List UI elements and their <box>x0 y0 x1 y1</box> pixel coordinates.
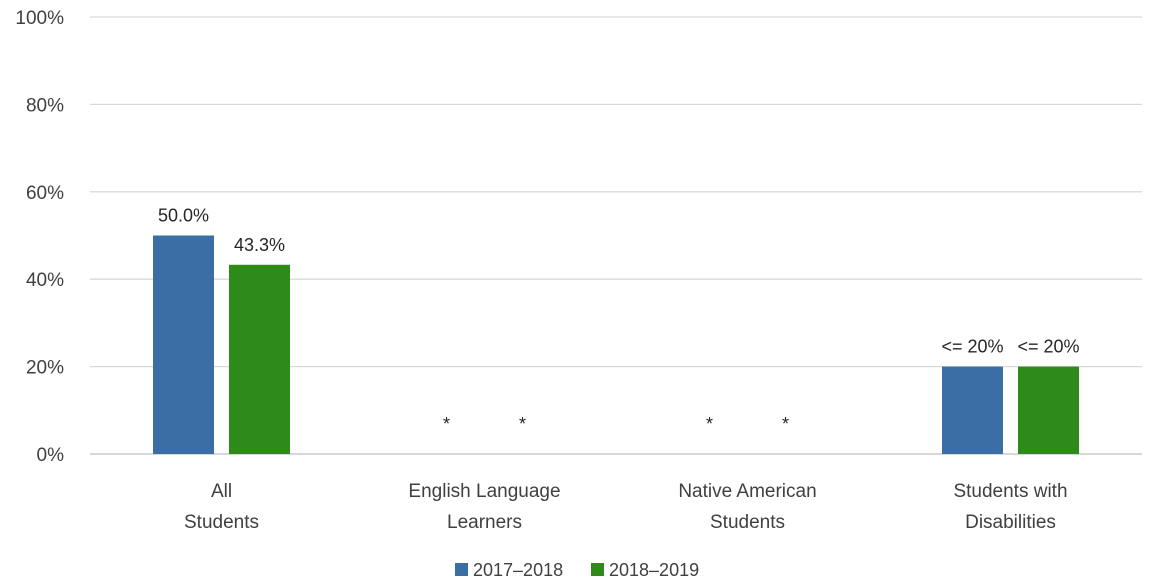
y-tick-label: 0% <box>37 445 65 466</box>
data-label: * <box>519 414 526 434</box>
legend: 2017–2018 2018–2019 <box>455 560 699 580</box>
data-label: 43.3% <box>234 235 285 255</box>
legend-label: 2017–2018 <box>473 560 563 580</box>
category-label: Learners <box>447 512 522 533</box>
y-axis: 0% 20% 40% 60% 80% 100% <box>15 8 64 466</box>
data-label: <= 20% <box>941 337 1003 357</box>
data-labels: 50.0% 43.3% * * * * <= 20% <= 20% <box>158 206 1080 435</box>
data-label: * <box>782 414 789 434</box>
y-tick-label: 80% <box>26 95 64 116</box>
data-label: * <box>443 414 450 434</box>
y-tick-label: 20% <box>26 358 64 379</box>
data-label: 50.0% <box>158 206 209 226</box>
category-label: Disabilities <box>965 512 1056 533</box>
bar <box>1018 366 1079 454</box>
category-label: English Language <box>408 481 560 502</box>
category-label: All <box>211 481 232 502</box>
data-label: <= 20% <box>1017 337 1079 357</box>
bar <box>942 366 1003 454</box>
legend-label: 2018–2019 <box>609 560 699 580</box>
category-label: Students <box>184 512 259 533</box>
category-label: Native American <box>678 481 816 502</box>
data-label: * <box>706 414 713 434</box>
bar <box>153 235 214 454</box>
category-label: Students with <box>953 481 1067 502</box>
legend-swatch <box>591 563 604 576</box>
x-axis: All Students English Language Learners Nativ… <box>184 481 1068 533</box>
category-label: Students <box>710 512 785 533</box>
bar <box>229 264 290 454</box>
y-tick-label: 60% <box>26 183 64 204</box>
y-tick-label: 100% <box>15 8 64 29</box>
legend-swatch <box>455 563 468 576</box>
y-tick-label: 40% <box>26 270 64 291</box>
bars <box>153 235 1079 454</box>
